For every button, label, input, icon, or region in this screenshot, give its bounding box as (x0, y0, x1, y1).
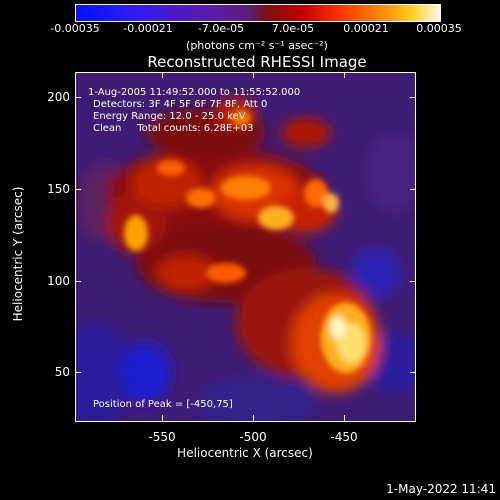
y-axis-label: Heliocentric Y (arcsec) (11, 186, 25, 322)
y-tick-label: 50 (54, 365, 70, 379)
rhessi-image: 1-Aug-2005 11:49:52.000 to 11:55:52.000 … (75, 72, 416, 422)
y-tick-label: 150 (47, 182, 70, 196)
clean-counts-text: Clean Total counts: 6.28E+03 (93, 123, 254, 134)
observation-time: 1-Aug-2005 11:49:52.000 to 11:55:52.000 (88, 87, 301, 98)
colorbar-tick: -0.00035 (50, 22, 100, 35)
rhessi-image-canvas (76, 73, 415, 421)
detectors-text: Detectors: 3F 4F 5F 6F 7F 8F, Att 0 (93, 99, 268, 110)
x-tick-label: -450 (330, 430, 358, 444)
energy-range-text: Energy Range: 12.0 - 25.0 keV (93, 111, 246, 122)
y-tick-label: 100 (47, 274, 70, 288)
colorbar-tick: 7.0e-05 (271, 22, 315, 35)
x-tick-label: -500 (239, 430, 267, 444)
timestamp: 1-May-2022 11:41 (386, 482, 496, 496)
colorbar-tick: 0.00021 (343, 22, 389, 35)
y-tick-label: 200 (47, 90, 70, 104)
colorbar-tick: 0.00035 (416, 22, 462, 35)
colorbar-tick: -0.00021 (123, 22, 173, 35)
peak-position-text: Position of Peak = [-450,75] (93, 399, 233, 410)
colorbar-units: (photons cm⁻² s⁻¹ asec⁻²) (186, 39, 328, 52)
x-axis-label: Heliocentric X (arcsec) (177, 446, 313, 460)
colorbar (75, 4, 441, 22)
colorbar-tick: -7.0e-05 (197, 22, 245, 35)
x-tick-label: -550 (148, 430, 176, 444)
plot-title: Reconstructed RHESSI Image (147, 53, 367, 71)
